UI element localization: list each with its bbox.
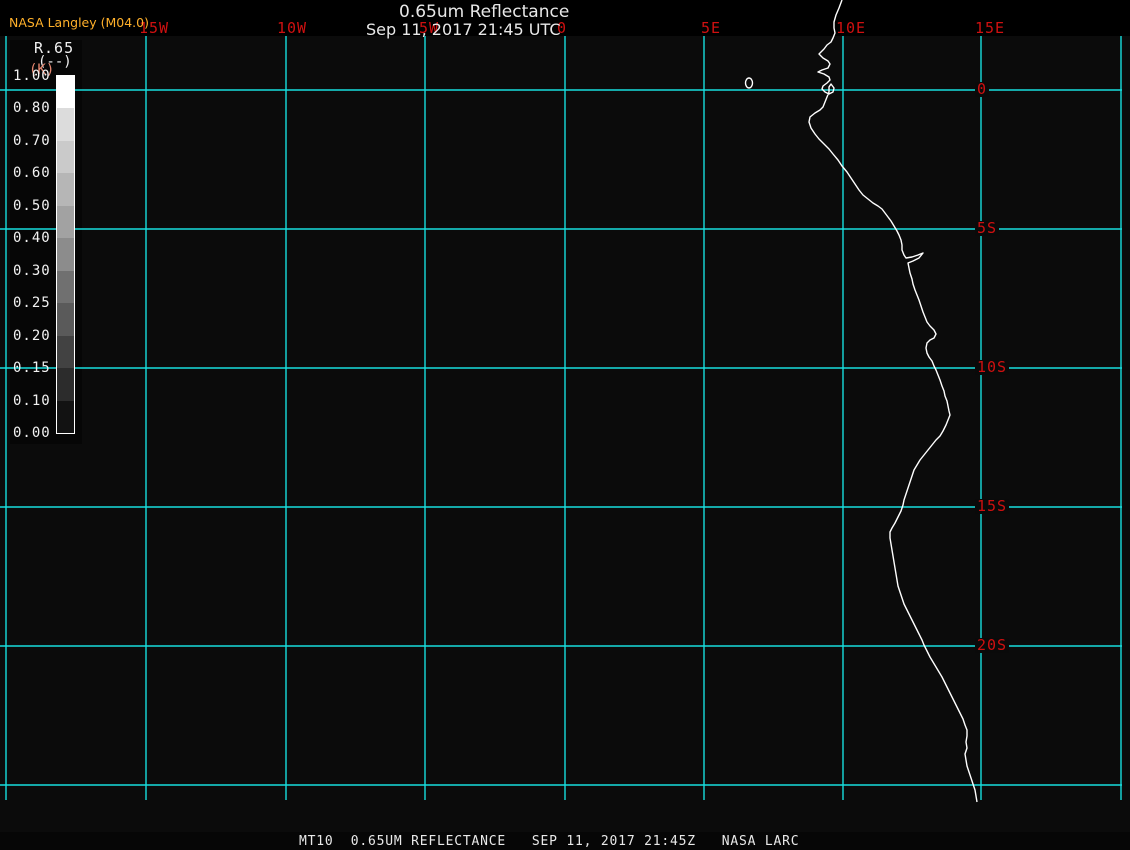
colorbar-tick-label: 0.25	[13, 295, 51, 312]
colorbar-tick-label: 0.50	[13, 197, 51, 214]
colorbar-segment	[57, 76, 74, 109]
colorbar-tick-label: 0.20	[13, 327, 51, 344]
colorbar-tick-label: 0.30	[13, 262, 51, 279]
longitude-label: 0	[557, 19, 568, 37]
image-timestamp: Sep 11, 2017 21:45 UTC	[366, 20, 561, 39]
colorbar-segment	[57, 205, 74, 239]
colorbar-tick-label: 0.40	[13, 230, 51, 247]
colorbar-segment	[57, 173, 74, 206]
colorbar-tick-label: 0.60	[13, 165, 51, 182]
colorbar-segment	[57, 368, 74, 401]
colorbar-variable-label: R.65	[34, 39, 75, 57]
longitude-label: 5E	[701, 19, 722, 37]
latitude-label: 15S	[975, 497, 1010, 515]
longitude-label: 15E	[975, 19, 1006, 37]
latitude-label: 5S	[975, 219, 1000, 237]
longitude-label: 10W	[277, 19, 308, 37]
colorbar-segment	[57, 140, 74, 174]
colorbar-units-label: (--)	[38, 54, 72, 70]
colorbar-segment	[57, 335, 74, 369]
latitude-label: 20S	[975, 636, 1010, 654]
latitude-label: 10S	[975, 358, 1010, 376]
colorbar-segment	[57, 108, 74, 141]
latitude-label: 0	[975, 80, 990, 98]
colorbar-tick-label: 0.15	[13, 360, 51, 377]
island-outline	[744, 77, 754, 89]
colorbar-segment	[57, 238, 74, 271]
colorbar-tick-label: 0.80	[13, 100, 51, 117]
colorbar-tick-label: 0.00	[13, 425, 51, 441]
colorbar-tick-label: 0.10	[13, 392, 51, 409]
colorbar-scale	[56, 75, 75, 434]
colorbar-units-overprint-label: (K)	[29, 62, 55, 78]
header: NASA Langley (M04.0) 0.65um Reflectance …	[0, 0, 1130, 39]
longitude-label: 15W	[139, 19, 170, 37]
colorbar-tick-label: 1.00	[13, 68, 51, 84]
status-bar: MT10 0.65UM REFLECTANCE SEP 11, 2017 21:…	[0, 832, 1130, 850]
colorbar-segment	[57, 270, 74, 304]
longitude-label: 5W	[419, 19, 440, 37]
source-label: NASA Langley (M04.0)	[9, 15, 149, 30]
colorbar-segment	[57, 400, 74, 433]
longitude-label: 10E	[836, 19, 867, 37]
image-title: 0.65um Reflectance	[399, 2, 570, 22]
colorbar-segment	[57, 303, 74, 336]
colorbar-tick-label: 0.70	[13, 132, 51, 149]
coastline	[808, 0, 978, 803]
status-text: MT10 0.65UM REFLECTANCE SEP 11, 2017 21:…	[299, 834, 800, 849]
